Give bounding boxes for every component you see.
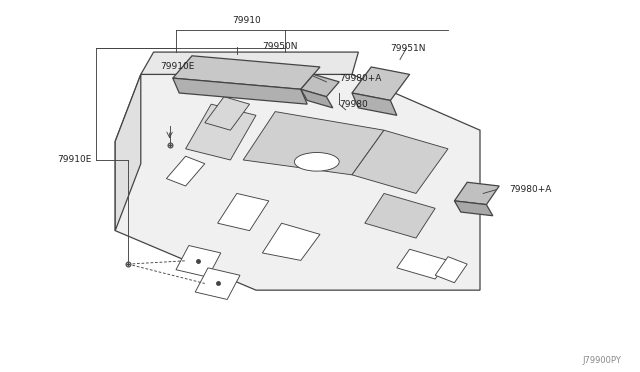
Text: 79980: 79980 (339, 100, 368, 109)
Text: 79980+A: 79980+A (339, 74, 381, 83)
Polygon shape (173, 78, 307, 104)
Polygon shape (176, 246, 221, 277)
Ellipse shape (294, 153, 339, 171)
Polygon shape (301, 74, 339, 97)
Text: 79910E: 79910E (58, 155, 92, 164)
Text: J79900PY: J79900PY (582, 356, 621, 365)
Polygon shape (141, 52, 358, 74)
Text: 79951N: 79951N (390, 44, 426, 53)
Polygon shape (262, 223, 320, 260)
Polygon shape (352, 67, 410, 100)
Polygon shape (166, 156, 205, 186)
Polygon shape (397, 249, 448, 279)
Polygon shape (352, 93, 397, 115)
Polygon shape (352, 130, 448, 193)
Polygon shape (435, 257, 467, 283)
Text: 79980+A: 79980+A (509, 185, 551, 194)
Text: 79910E: 79910E (160, 62, 195, 71)
Text: 79910: 79910 (232, 16, 260, 25)
Polygon shape (115, 74, 141, 231)
Polygon shape (205, 97, 250, 130)
Polygon shape (365, 193, 435, 238)
Polygon shape (243, 112, 384, 175)
Polygon shape (195, 268, 240, 299)
Polygon shape (218, 193, 269, 231)
Polygon shape (454, 182, 499, 205)
Polygon shape (186, 104, 256, 160)
Text: 79950N: 79950N (262, 42, 298, 51)
Polygon shape (301, 89, 333, 108)
Polygon shape (115, 74, 480, 290)
Polygon shape (173, 56, 320, 89)
Polygon shape (454, 201, 493, 216)
